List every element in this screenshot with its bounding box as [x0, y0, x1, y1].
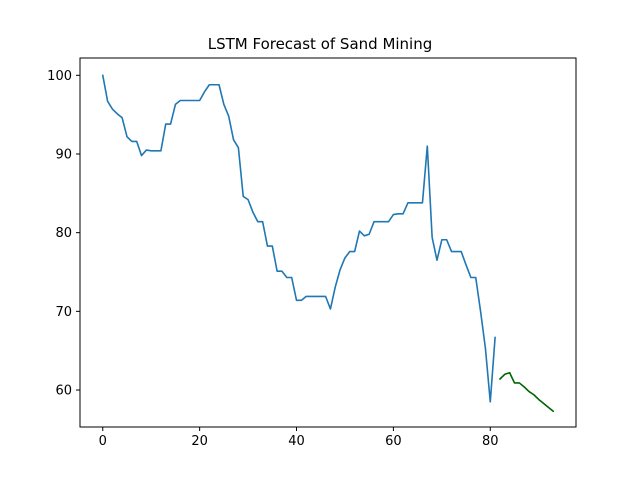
series-lines — [101, 74, 555, 413]
x-tick-label: 0 — [99, 434, 107, 449]
plot-frame — [79, 57, 577, 428]
chart-title: LSTM Forecast of Sand Mining — [208, 35, 433, 53]
y-tick-label: 80 — [55, 226, 72, 241]
axis-ticks: 0 20 40 60 80 60 70 80 90 100 — [47, 69, 498, 449]
x-tick-label: 80 — [482, 434, 499, 449]
x-tick-label: 20 — [191, 434, 208, 449]
forecast-series-line — [499, 371, 555, 413]
y-tick-label: 90 — [55, 147, 72, 162]
y-tick-label: 100 — [47, 69, 72, 84]
y-tick-label: 60 — [55, 384, 72, 399]
y-tick-label: 70 — [55, 305, 72, 320]
x-tick-label: 40 — [288, 434, 305, 449]
historical-series-line — [101, 74, 496, 403]
x-tick-label: 60 — [385, 434, 402, 449]
